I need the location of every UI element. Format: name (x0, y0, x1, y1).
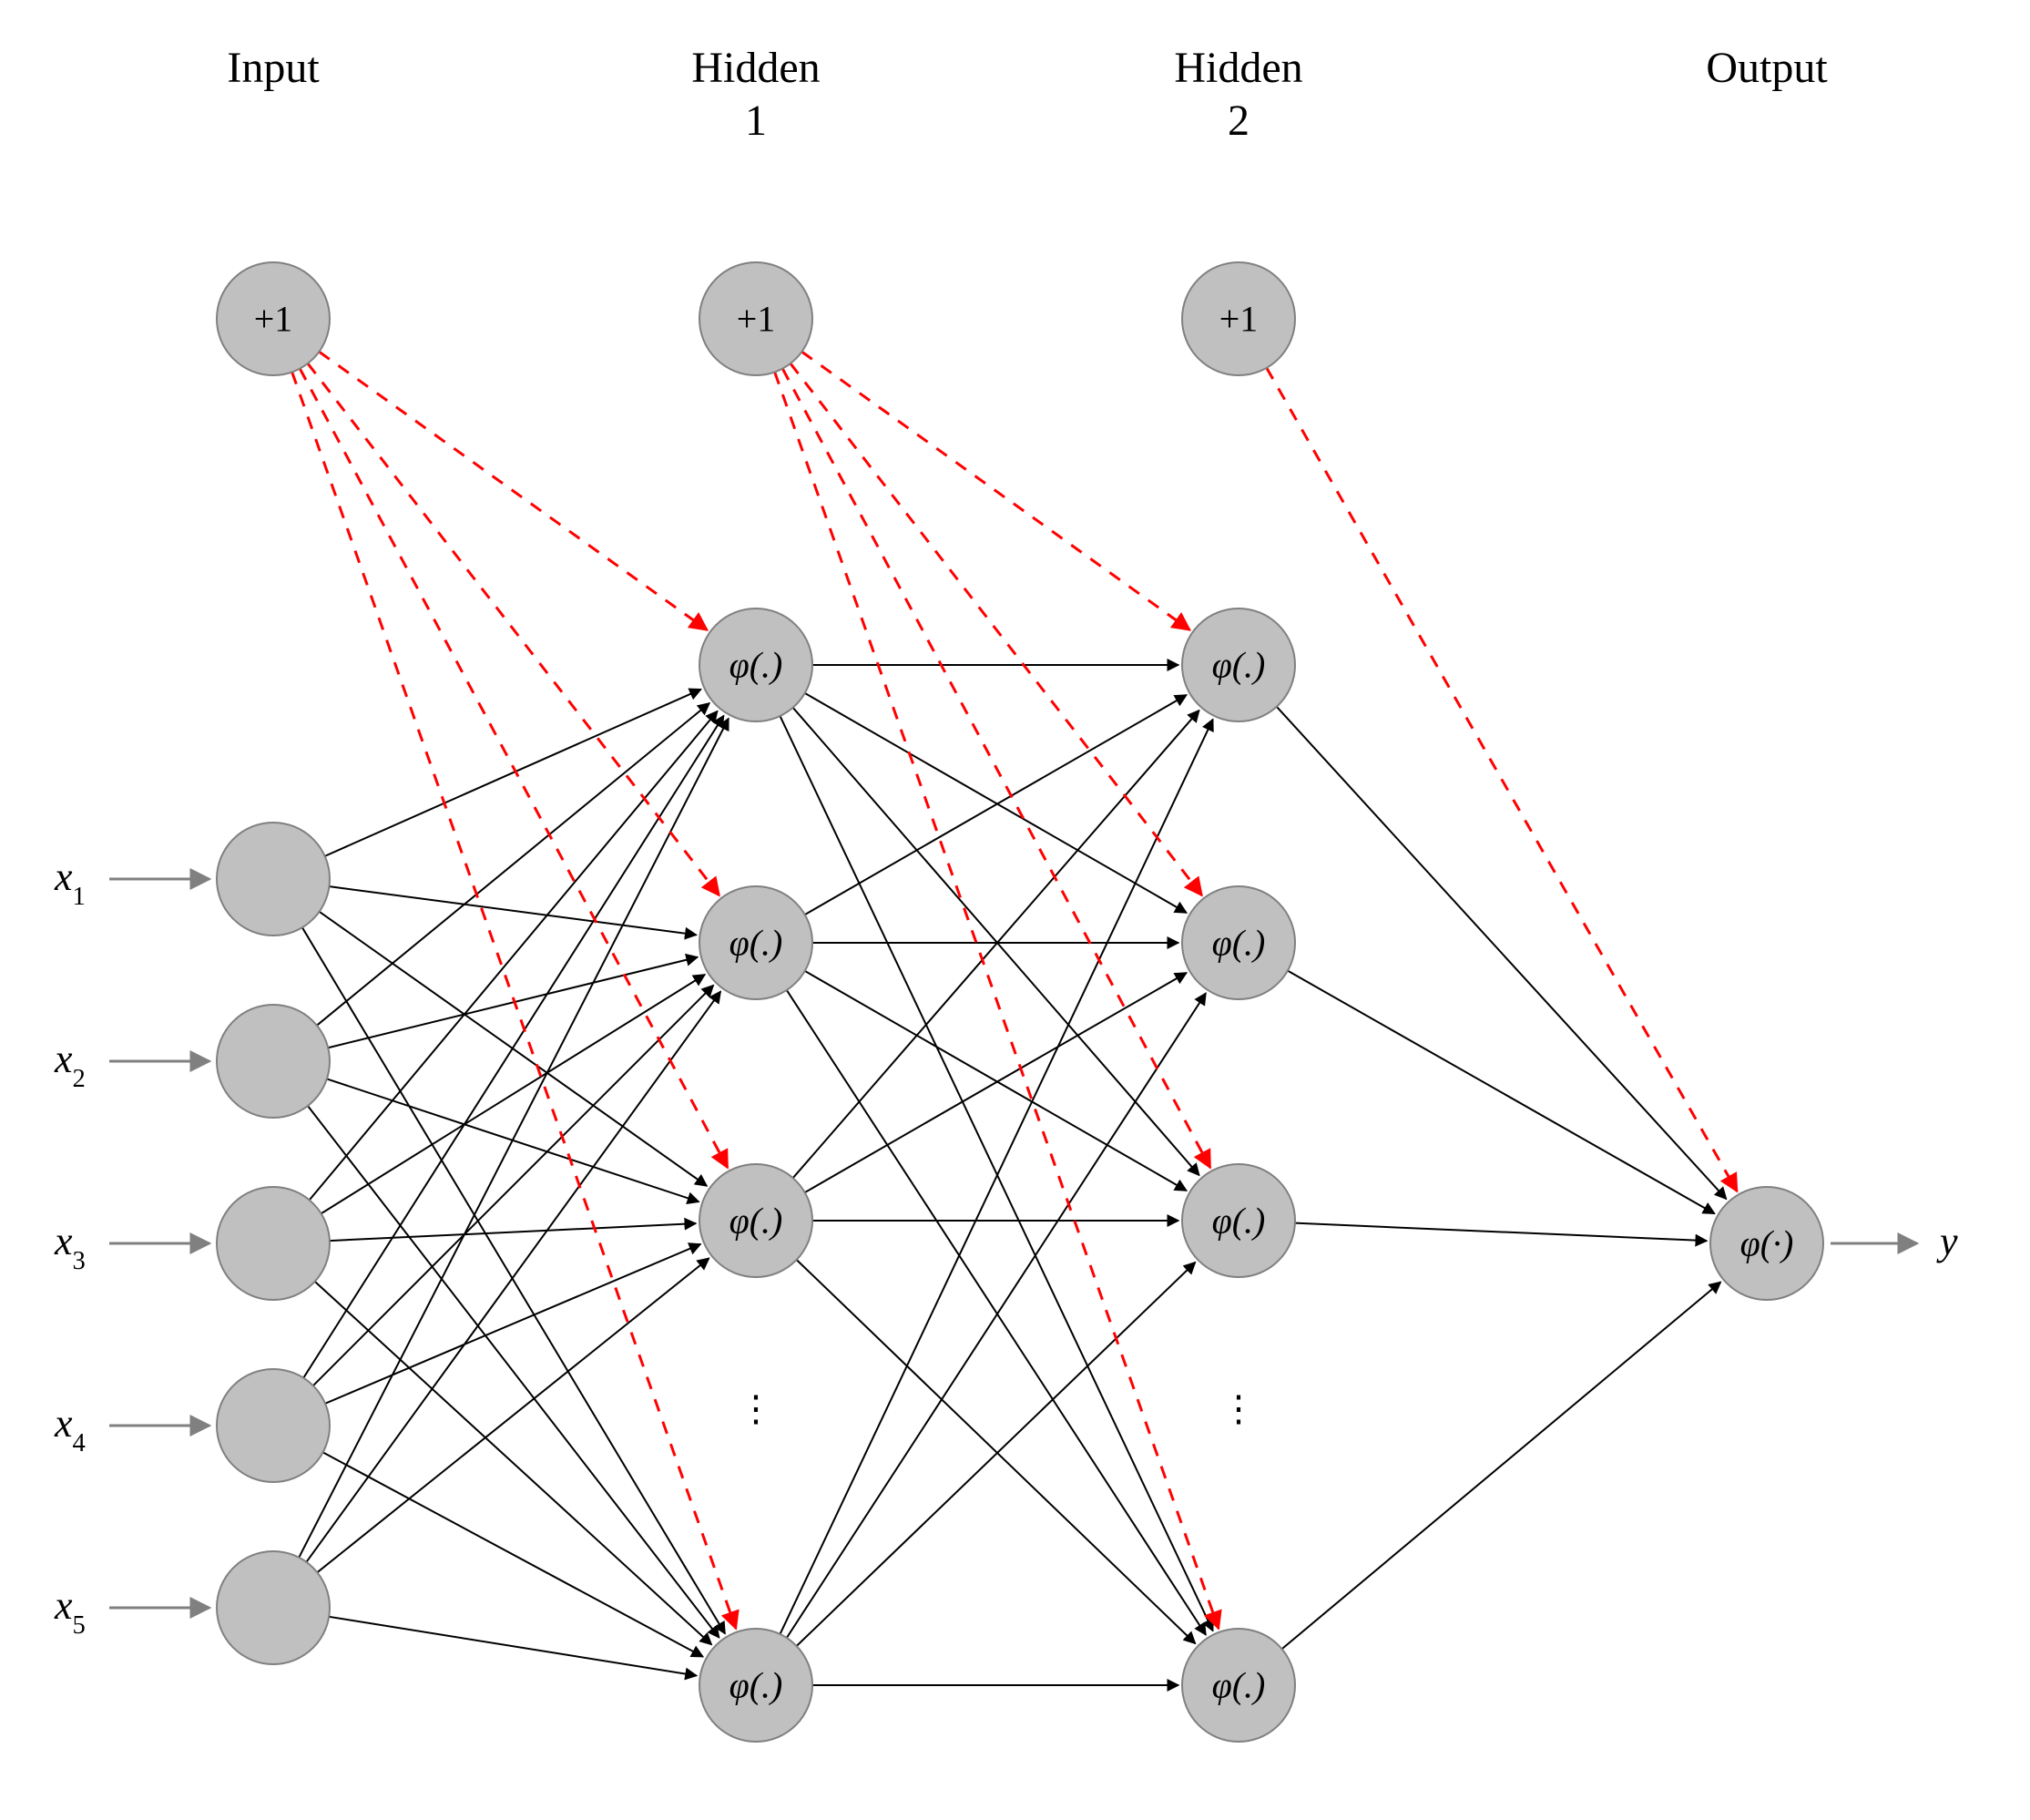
node-label-h1d: φ(.) (729, 1665, 783, 1706)
node-i4 (217, 1369, 330, 1482)
edge-weight (330, 1223, 696, 1241)
edge-bias (791, 363, 1202, 895)
labels-group: Input Hidden1 Hidden2 Output x1 x2 x3 x4 x5 y (54, 44, 1958, 1640)
edge-bias (775, 372, 1219, 1628)
node-label-h2d: φ(.) (1212, 1665, 1266, 1706)
edge-weight (315, 1282, 712, 1645)
input-label-x3: x3 (54, 1219, 86, 1275)
edge-weight (317, 1258, 709, 1572)
edge-weight (780, 720, 1213, 1634)
node-i1 (217, 823, 330, 936)
layer-label-hidden2: Hidden2 (1174, 44, 1302, 145)
io-arrows-group (109, 879, 1917, 1608)
node-i5 (217, 1551, 330, 1664)
edge-weight (325, 690, 701, 856)
node-label-h1c: φ(.) (729, 1201, 783, 1242)
node-label-b1: +1 (737, 299, 776, 340)
layer-label-output: Output (1706, 44, 1828, 92)
node-label-b0: +1 (254, 299, 293, 340)
edge-bias (801, 352, 1189, 629)
edge-weight (310, 711, 718, 1201)
node-label-h1a: φ(.) (729, 645, 783, 686)
input-label-x4: x4 (54, 1401, 86, 1457)
edges-group (292, 352, 1738, 1685)
nodes-group: +1 +1 +1 φ(.) φ(.) φ(.) φ(.) φ(.) φ(.) φ(.) φ(.) φ(… (217, 262, 1823, 1742)
edge-weight (797, 1263, 1196, 1646)
edge-weight (780, 716, 1213, 1631)
edge-weight (303, 716, 723, 1378)
edge-weight (329, 886, 696, 935)
node-i3 (217, 1187, 330, 1300)
edge-weight (329, 1617, 697, 1676)
vdots-dots-h2: ⋮ (1220, 1388, 1257, 1429)
edge-weight (793, 711, 1199, 1178)
vdots-dots-h1: ⋮ (738, 1388, 774, 1429)
edge-bias (319, 352, 707, 629)
edge-weight (1282, 1282, 1721, 1649)
edge-weight (1288, 971, 1715, 1214)
node-i2 (217, 1005, 330, 1118)
edge-weight (299, 719, 729, 1558)
edge-weight (317, 703, 709, 1026)
node-label-h2a: φ(.) (1212, 645, 1266, 686)
edge-weight (321, 975, 705, 1213)
input-label-x1: x1 (54, 854, 86, 911)
edge-weight (325, 1244, 700, 1404)
input-label-x2: x2 (54, 1037, 86, 1093)
layer-label-hidden1: Hidden1 (691, 44, 820, 145)
edge-weight (805, 971, 1187, 1191)
node-label-h2c: φ(.) (1212, 1201, 1266, 1242)
output-label-y: y (1936, 1219, 1958, 1263)
edge-bias (308, 363, 719, 895)
edge-bias (1267, 368, 1737, 1191)
edge-weight (1295, 1223, 1707, 1241)
edge-weight (805, 695, 1187, 915)
node-label-h1b: φ(.) (729, 923, 783, 964)
node-label-h2b: φ(.) (1212, 923, 1266, 964)
edge-weight (805, 973, 1187, 1192)
edge-weight (787, 993, 1206, 1638)
node-label-o1: φ(·) (1740, 1223, 1794, 1264)
node-label-b2: +1 (1219, 299, 1259, 340)
input-label-x5: x5 (54, 1583, 86, 1640)
edge-weight (793, 708, 1199, 1175)
neural-network-diagram: +1 +1 +1 φ(.) φ(.) φ(.) φ(.) φ(.) φ(.) φ(.) φ(.) φ(… (0, 0, 2030, 1820)
layer-label-input: Input (227, 44, 320, 92)
edge-weight (323, 1452, 703, 1656)
